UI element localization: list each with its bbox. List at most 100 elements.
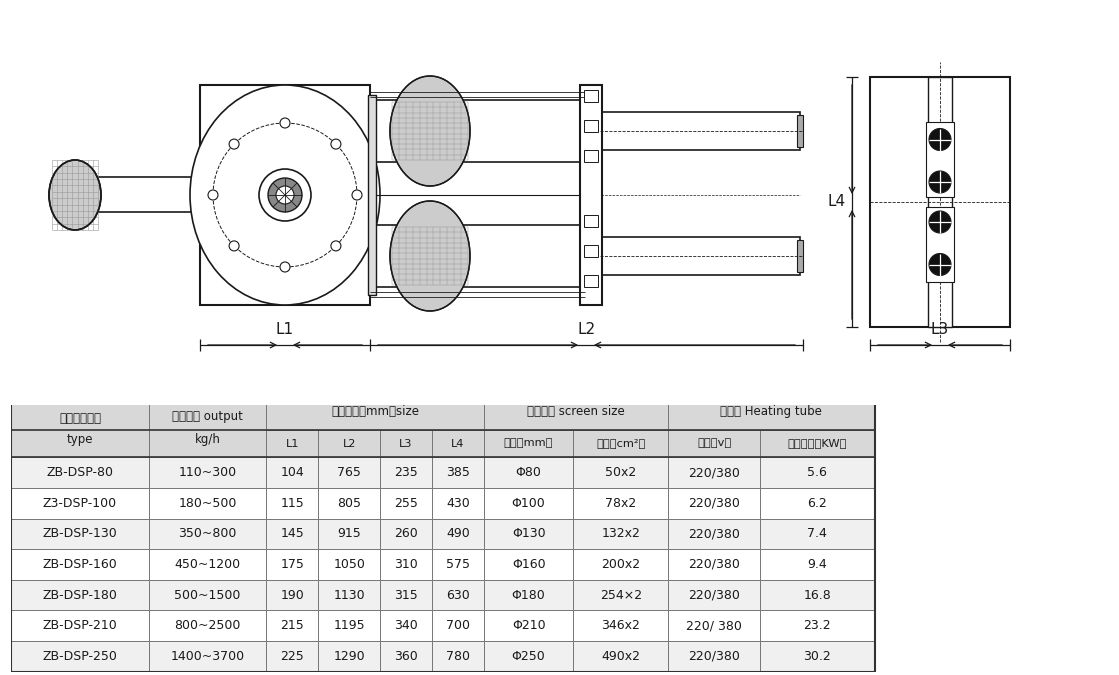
Bar [380, 580, 432, 610]
Text: 915: 915 [337, 527, 361, 541]
Text: 310: 310 [394, 558, 417, 571]
Circle shape [929, 171, 951, 193]
Bar [380, 430, 432, 458]
Ellipse shape [391, 201, 470, 311]
Text: 235: 235 [394, 466, 417, 479]
Text: 50x2: 50x2 [605, 466, 637, 479]
Bar [266, 549, 318, 580]
Bar [149, 641, 266, 672]
Bar [584, 275, 598, 287]
Text: 加热功率（KW）: 加热功率（KW） [788, 439, 847, 448]
Bar [380, 641, 432, 672]
Bar [928, 77, 952, 327]
Text: 175: 175 [281, 558, 304, 571]
Text: 385: 385 [445, 466, 470, 479]
Text: 700: 700 [445, 619, 470, 632]
Text: 805: 805 [337, 497, 361, 510]
Text: Φ80: Φ80 [516, 466, 542, 479]
Text: 430: 430 [446, 497, 470, 510]
Circle shape [331, 139, 341, 149]
Bar [483, 488, 573, 518]
Bar [266, 488, 318, 518]
Text: 490: 490 [446, 527, 470, 541]
Text: 轮廓尺寸（mm）size: 轮廓尺寸（mm）size [331, 406, 420, 418]
Text: kg/h: kg/h [195, 433, 220, 446]
Bar [573, 610, 668, 641]
Bar [318, 430, 380, 458]
Bar [380, 488, 432, 518]
Bar [11, 641, 149, 672]
Text: L4: L4 [828, 194, 846, 209]
Bar [760, 488, 875, 518]
Bar [11, 458, 149, 488]
Bar [584, 245, 598, 257]
Bar [432, 488, 483, 518]
Bar [380, 549, 432, 580]
Bar [573, 458, 668, 488]
Text: Φ180: Φ180 [511, 589, 545, 601]
Text: 5.6: 5.6 [807, 466, 827, 479]
Bar [760, 610, 875, 641]
Bar [585, 92, 590, 297]
Bar [600, 112, 800, 150]
Bar [266, 394, 483, 430]
Text: 115: 115 [281, 497, 304, 510]
Bar [668, 394, 875, 430]
Text: 1195: 1195 [333, 619, 365, 632]
Circle shape [929, 211, 951, 233]
Text: 765: 765 [337, 466, 361, 479]
Text: Φ160: Φ160 [511, 558, 545, 571]
Text: 220/380: 220/380 [688, 466, 740, 479]
Text: L1: L1 [276, 322, 294, 337]
Text: 340: 340 [394, 619, 417, 632]
Bar [149, 488, 266, 518]
Bar [573, 430, 668, 458]
Bar [11, 488, 149, 518]
Text: Φ210: Φ210 [511, 619, 545, 632]
Circle shape [208, 190, 218, 200]
Text: 180~500: 180~500 [178, 497, 237, 510]
Text: ZB-DSP-160: ZB-DSP-160 [43, 558, 117, 571]
Text: L3: L3 [931, 322, 949, 337]
Bar [432, 518, 483, 549]
Bar [318, 458, 380, 488]
Circle shape [331, 241, 341, 251]
Bar [760, 549, 875, 580]
Circle shape [229, 139, 239, 149]
Text: 6.2: 6.2 [807, 497, 827, 510]
Text: 78x2: 78x2 [605, 497, 637, 510]
Bar [760, 518, 875, 549]
Circle shape [929, 128, 951, 151]
Bar [668, 488, 760, 518]
Text: L2: L2 [342, 439, 356, 448]
Bar [483, 430, 573, 458]
Text: 220/380: 220/380 [688, 497, 740, 510]
Bar [266, 580, 318, 610]
Text: 1290: 1290 [333, 650, 365, 663]
Bar [760, 580, 875, 610]
Bar [318, 610, 380, 641]
Bar [432, 641, 483, 672]
Bar [149, 394, 266, 458]
Text: ZB-DSP-130: ZB-DSP-130 [43, 527, 117, 541]
Bar [149, 610, 266, 641]
Circle shape [929, 254, 951, 275]
Text: 225: 225 [281, 650, 304, 663]
Text: Z3-DSP-100: Z3-DSP-100 [43, 497, 117, 510]
Bar [11, 610, 149, 641]
Bar [318, 488, 380, 518]
Bar [11, 549, 149, 580]
Circle shape [258, 169, 311, 221]
Text: 346x2: 346x2 [601, 619, 640, 632]
Text: 255: 255 [394, 497, 417, 510]
Text: 780: 780 [445, 650, 470, 663]
Bar [573, 549, 668, 580]
Text: 产品规格型号: 产品规格型号 [59, 412, 101, 425]
Bar [573, 518, 668, 549]
Bar [149, 518, 266, 549]
Bar [11, 394, 875, 672]
Bar [573, 580, 668, 610]
Text: 132x2: 132x2 [601, 527, 640, 541]
Bar [600, 237, 800, 275]
Text: 350~800: 350~800 [178, 527, 237, 541]
